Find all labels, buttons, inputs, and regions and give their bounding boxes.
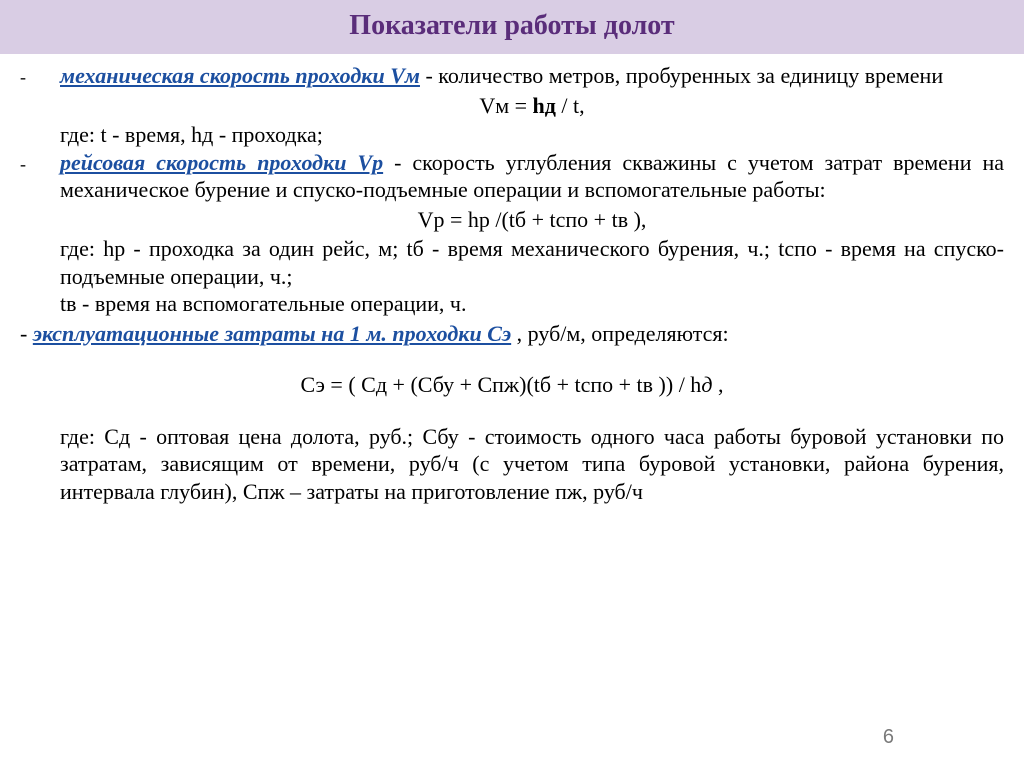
item-3-where: где: Сд - оптовая цена долота, руб.; Сбу… <box>20 423 1004 506</box>
content: - механическая скорость проходки Vм - ко… <box>0 54 1024 505</box>
bullet-dash: - <box>20 149 60 176</box>
formula-se: Сэ = ( Сд + (Сбу + Спж)(tб + tспо + tв )… <box>20 371 1004 399</box>
formula-vm-lhs: Vм = <box>479 93 532 118</box>
formula-vm-rhs: / t, <box>556 93 585 118</box>
bullet-dash: - <box>20 62 60 89</box>
item-1: - механическая скорость проходки Vм - ко… <box>20 62 1004 149</box>
item-3: - эксплуатационные затраты на 1 м. прохо… <box>20 320 1004 348</box>
item-1-rest: - количество метров, пробуренных за един… <box>420 63 943 88</box>
item-2-body: рейсовая скорость проходки Vр - скорость… <box>60 149 1004 318</box>
page-number: 6 <box>883 726 894 749</box>
formula-vm-mid: hд <box>533 93 556 118</box>
formula-vm: Vм = hд / t, <box>60 92 1004 120</box>
formula-vr: Vр = hр /(tб + tспо + tв ), <box>60 206 1004 234</box>
item-2: - рейсовая скорость проходки Vр - скорос… <box>20 149 1004 318</box>
formula-se-c: , <box>712 372 723 397</box>
term-vm: механическая скорость проходки Vм <box>60 63 420 88</box>
title-bar: Показатели работы долот <box>0 0 1024 54</box>
item-3-rest: , руб/м, определяются: <box>511 321 728 346</box>
formula-se-b: д <box>701 372 712 397</box>
page-title: Показатели работы долот <box>0 10 1024 42</box>
bullet-dash: - <box>20 321 33 346</box>
item-1-where: где: t - время, hд - проходка; <box>60 121 1004 149</box>
item-2-where2: tв - время на вспомогательные операции, … <box>60 290 1004 318</box>
item-1-body: механическая скорость проходки Vм - коли… <box>60 62 1004 149</box>
formula-se-a: Сэ = ( Сд + (Сбу + Спж)(tб + tспо + tв )… <box>301 372 702 397</box>
item-2-where1: где: hр - проходка за один рейс, м; tб -… <box>60 235 1004 290</box>
term-vr: рейсовая скорость проходки Vр <box>60 150 383 175</box>
term-se: эксплуатационные затраты на 1 м. проходк… <box>33 321 511 346</box>
